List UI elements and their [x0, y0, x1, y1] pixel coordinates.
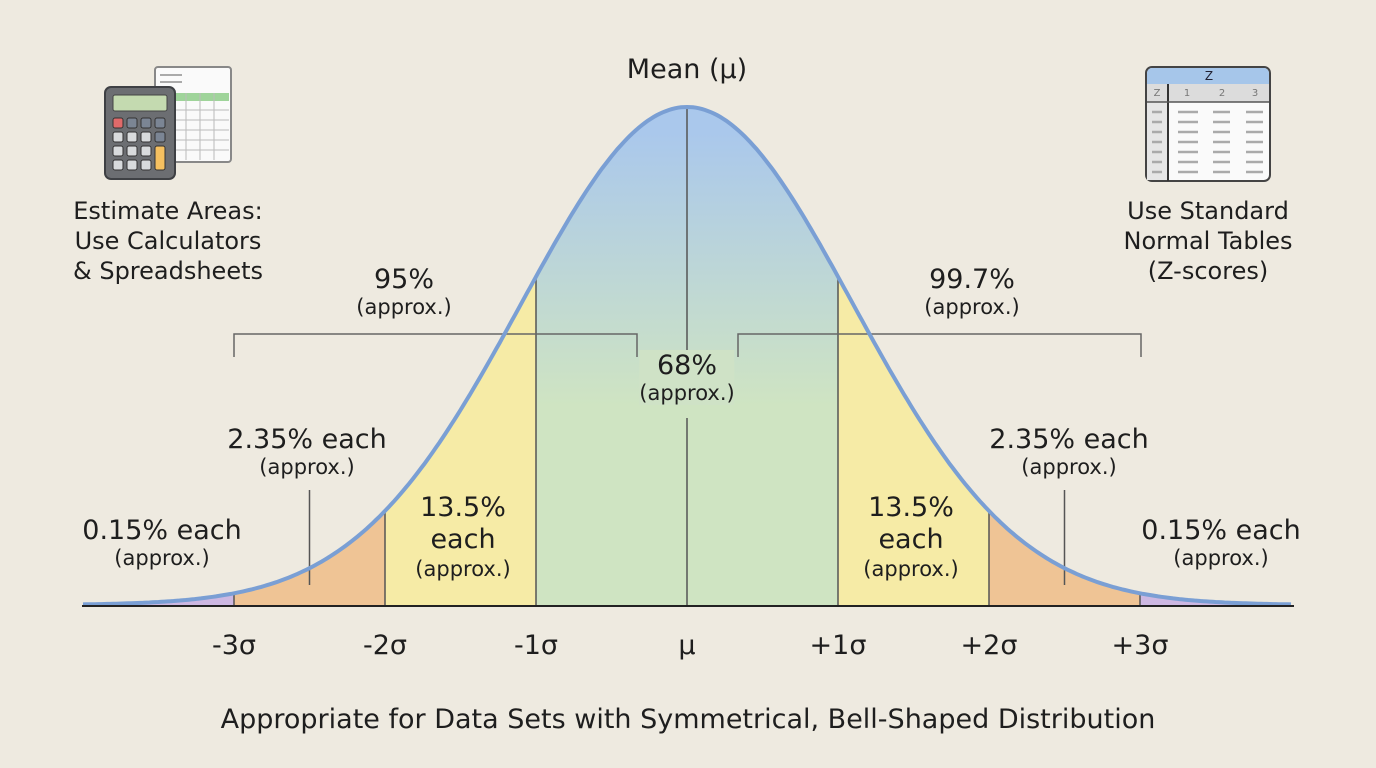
band2-left-area [234, 510, 385, 605]
z-table-icon [1145, 66, 1271, 182]
approx: (approx.) [415, 557, 511, 581]
pct: 68% [656, 350, 717, 381]
left-note: Estimate Areas: Use Calculators & Spread… [73, 196, 263, 286]
approx: (approx.) [114, 546, 210, 570]
tail-right-area [1140, 593, 1291, 605]
axis-tick: -3σ [211, 630, 257, 661]
approx: (approx.) [863, 557, 959, 581]
approx: (approx.) [639, 381, 735, 405]
calculator-key [140, 145, 152, 157]
bracket-95 [233, 333, 638, 357]
calculator-key [140, 117, 152, 129]
pct: 2.35% each [989, 424, 1149, 455]
z-table-header: Z [1204, 69, 1214, 83]
bell-curve [82, 104, 1292, 607]
pct: 13.5% [420, 492, 506, 523]
bracket-99-7 [737, 333, 1142, 357]
label-0-15-right: 0.15% each (approx.) [1141, 515, 1300, 570]
label-68: 68% (approx.) [639, 350, 735, 405]
calculator-key [126, 117, 138, 129]
label-99-7: 99.7% (approx.) [924, 264, 1019, 319]
axis-tick: +2σ [960, 630, 1018, 661]
left-note-line: Use Calculators [74, 227, 262, 255]
axis-tick: +1σ [809, 630, 867, 661]
pct: 99.7% [929, 264, 1015, 295]
calculator-key [112, 159, 124, 171]
label-2-35-left: 2.35% each (approx.) [227, 424, 386, 479]
calculator-key [112, 145, 124, 157]
caption: Appropriate for Data Sets with Symmetric… [220, 704, 1156, 735]
right-note-line: (Z-scores) [1147, 257, 1269, 285]
label-0-15-left: 0.15% each (approx.) [82, 515, 241, 570]
calculator-key [126, 145, 138, 157]
pct-each: each [430, 524, 496, 555]
axis-tick: μ [678, 630, 696, 661]
calculator-key [126, 131, 138, 143]
calculator-key [140, 159, 152, 171]
left-note-line: & Spreadsheets [72, 257, 264, 285]
pct: 0.15% each [1141, 515, 1301, 546]
band2-right-area [989, 510, 1140, 605]
label-13-5-left: 13.5% each (approx.) [415, 492, 510, 582]
left-note-line: Estimate Areas: [73, 197, 263, 225]
z-table-col: 1 [1183, 88, 1191, 99]
right-note-line: Normal Tables [1123, 227, 1293, 255]
calculator-spreadsheet-icon [104, 66, 232, 180]
band1-right-area [838, 276, 989, 605]
calculator-key [112, 117, 124, 129]
z-table-col: 3 [1251, 88, 1259, 99]
right-note-line: Use Standard [1127, 197, 1289, 225]
tail-left-area [83, 593, 234, 605]
label-2-35-right: 2.35% each (approx.) [989, 424, 1148, 479]
z-table-col: 2 [1218, 88, 1226, 99]
mean-label: Mean (μ) [626, 54, 748, 85]
axis-tick: -1σ [513, 630, 559, 661]
calculator-key [154, 145, 166, 171]
pct-each: each [878, 524, 944, 555]
pct: 0.15% each [82, 515, 242, 546]
pct: 95% [373, 264, 434, 295]
calculator-key [126, 159, 138, 171]
approx: (approx.) [259, 455, 355, 479]
label-95: 95% (approx.) [356, 264, 451, 319]
approx: (approx.) [924, 295, 1020, 319]
axis-tick: +3σ [1111, 630, 1169, 661]
axis-tick: -2σ [362, 630, 408, 661]
z-table-col: Z [1153, 88, 1161, 99]
label-13-5-right: 13.5% each (approx.) [863, 492, 958, 582]
approx: (approx.) [1021, 455, 1117, 479]
calculator-key [112, 131, 124, 143]
right-note: Use Standard Normal Tables (Z-scores) [1123, 196, 1292, 286]
calculator-key [154, 117, 166, 129]
approx: (approx.) [356, 295, 452, 319]
pct: 2.35% each [227, 424, 387, 455]
band1-left-area [385, 276, 536, 605]
approx: (approx.) [1173, 546, 1269, 570]
calculator-key [140, 131, 152, 143]
pct: 13.5% [868, 492, 954, 523]
calculator-key [154, 131, 166, 143]
